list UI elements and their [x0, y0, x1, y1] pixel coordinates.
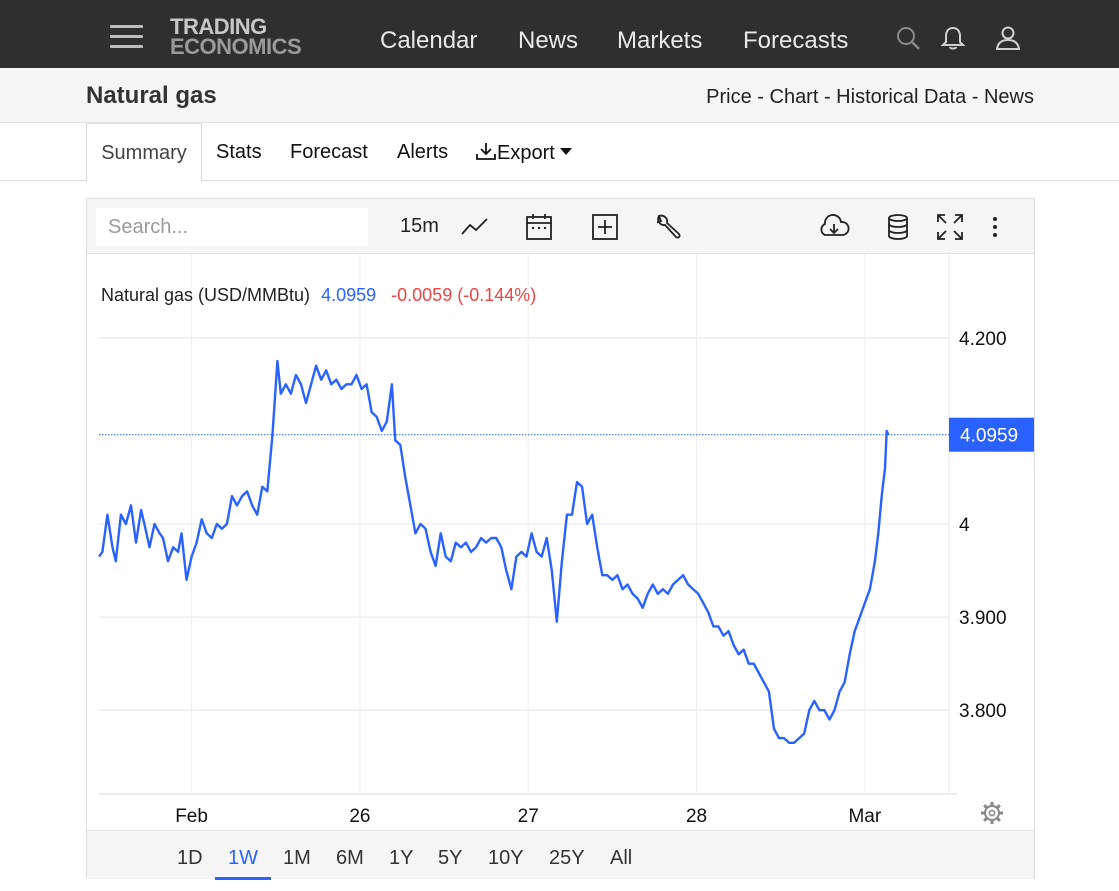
- nav-forecasts[interactable]: Forecasts: [743, 27, 849, 54]
- calendar-icon[interactable]: [524, 212, 554, 242]
- tab-summary[interactable]: Summary: [86, 123, 202, 182]
- search-input[interactable]: [96, 208, 368, 246]
- chart-panel: 15m: [86, 198, 1035, 880]
- tab-bar: Summary Stats Forecast Alerts Export: [0, 123, 1119, 182]
- range-10y[interactable]: 10Y: [488, 847, 524, 869]
- logo-line1: TRADING: [170, 14, 267, 39]
- range-1y[interactable]: 1Y: [389, 847, 414, 869]
- y-tick-label: 4: [959, 515, 970, 536]
- range-active-underline: [215, 877, 271, 880]
- bell-icon[interactable]: [939, 24, 967, 52]
- tab-stats[interactable]: Stats: [216, 141, 262, 163]
- more-vertical-icon[interactable]: [985, 212, 1005, 242]
- tab-forecast[interactable]: Forecast: [290, 141, 368, 163]
- line-chart-icon[interactable]: [460, 212, 490, 242]
- wrench-icon[interactable]: [653, 212, 683, 242]
- top-nav: TRADING ECONOMICS Calendar News Markets …: [0, 0, 1119, 68]
- sub-header: Natural gas Price - Chart - Historical D…: [0, 68, 1119, 123]
- range-25y[interactable]: 25Y: [549, 847, 585, 869]
- range-all[interactable]: All: [610, 847, 633, 869]
- breadcrumb[interactable]: Price - Chart - Historical Data - News: [706, 86, 1034, 108]
- settings-gear-icon[interactable]: [981, 802, 1003, 824]
- menu-icon[interactable]: [110, 25, 143, 49]
- y-tick-label: 3.900: [959, 608, 1007, 629]
- plus-box-icon[interactable]: [590, 212, 620, 242]
- export-label: Export: [497, 142, 555, 164]
- y-axis: 4.200 4 3.900 3.800: [959, 329, 1007, 722]
- tab-export[interactable]: Export: [475, 141, 572, 165]
- range-6m[interactable]: 6M: [336, 847, 364, 869]
- logo[interactable]: TRADING ECONOMICS: [170, 14, 335, 61]
- x-axis: Feb 26 27 28 Mar: [175, 806, 882, 827]
- x-tick-label: 26: [349, 806, 370, 827]
- series-line: [98, 359, 890, 744]
- nav-markets[interactable]: Markets: [617, 27, 703, 54]
- legend-last: 4.0959: [321, 285, 376, 305]
- legend-name: Natural gas (USD/MMBtu): [101, 285, 310, 305]
- legend-change: -0.0059 (-0.144%): [391, 285, 536, 305]
- y-tick-label: 4.200: [959, 329, 1007, 350]
- range-1m[interactable]: 1M: [283, 847, 311, 869]
- logo-line2: ECONOMICS: [170, 34, 302, 59]
- database-icon[interactable]: [883, 212, 913, 242]
- chart-toolbar: 15m: [87, 199, 1034, 254]
- page-title: Natural gas: [86, 82, 217, 109]
- caret-down-icon: [559, 148, 572, 155]
- download-icon: [476, 143, 496, 160]
- range-1w[interactable]: 1W: [228, 847, 258, 869]
- price-chart[interactable]: 4.200 4 3.900 3.800 Feb 26 27 28 Mar 4.0959 Nat…: [87, 254, 1034, 830]
- last-price-badge: [949, 417, 1034, 452]
- x-tick-label: 28: [686, 806, 707, 827]
- x-tick-label: 27: [518, 806, 539, 827]
- x-tick-label: Feb: [175, 806, 208, 827]
- tab-alerts[interactable]: Alerts: [397, 141, 449, 163]
- range-1d[interactable]: 1D: [177, 847, 203, 869]
- range-selector: 1D 1W 1M 6M 1Y 5Y 10Y 25Y All: [87, 830, 1034, 880]
- last-price-label: 4.0959: [960, 426, 1018, 447]
- y-tick-label: 3.800: [959, 701, 1007, 722]
- nav-news[interactable]: News: [518, 27, 579, 54]
- search-icon[interactable]: [894, 24, 922, 52]
- nav-calendar[interactable]: Calendar: [380, 27, 478, 54]
- x-tick-label: Mar: [848, 806, 881, 827]
- interval-selector[interactable]: 15m: [400, 215, 439, 237]
- fullscreen-icon[interactable]: [935, 212, 965, 242]
- cloud-download-icon[interactable]: [817, 212, 851, 242]
- range-5y[interactable]: 5Y: [438, 847, 463, 869]
- user-icon[interactable]: [994, 24, 1022, 52]
- grid: [99, 254, 957, 795]
- chart-legend: Natural gas (USD/MMBtu) 4.0959 -0.0059 (…: [101, 285, 536, 305]
